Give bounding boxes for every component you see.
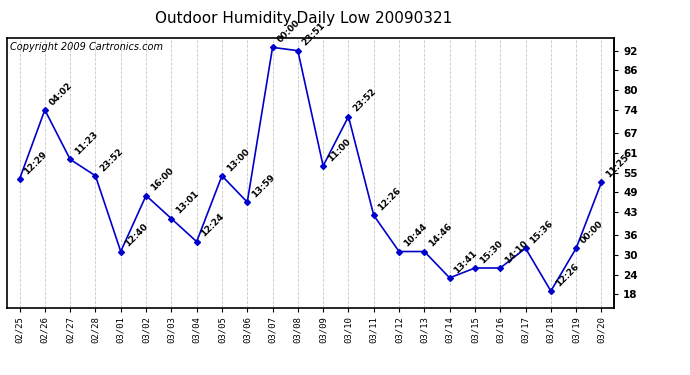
- Text: 00:00: 00:00: [579, 219, 605, 246]
- Text: 14:10: 14:10: [503, 238, 530, 265]
- Text: 10:44: 10:44: [402, 222, 428, 249]
- Text: 23:51: 23:51: [301, 21, 327, 48]
- Text: 13:41: 13:41: [453, 248, 479, 275]
- Text: 04:02: 04:02: [48, 81, 74, 107]
- Text: 12:29: 12:29: [22, 150, 49, 176]
- Text: 11:00: 11:00: [326, 137, 353, 163]
- Text: 15:30: 15:30: [477, 239, 504, 265]
- Text: 11:23: 11:23: [73, 130, 99, 156]
- Text: 00:00: 00:00: [275, 18, 302, 45]
- Text: 12:40: 12:40: [124, 222, 150, 249]
- Text: 13:01: 13:01: [174, 189, 201, 216]
- Text: 14:46: 14:46: [427, 222, 454, 249]
- Text: 12:26: 12:26: [377, 186, 403, 213]
- Text: 23:52: 23:52: [98, 146, 125, 173]
- Text: 16:00: 16:00: [149, 166, 175, 193]
- Text: Outdoor Humidity Daily Low 20090321: Outdoor Humidity Daily Low 20090321: [155, 11, 452, 26]
- Text: 13:59: 13:59: [250, 172, 277, 200]
- Text: 12:26: 12:26: [553, 262, 580, 288]
- Text: Copyright 2009 Cartronics.com: Copyright 2009 Cartronics.com: [10, 42, 163, 51]
- Text: 11:25: 11:25: [604, 153, 631, 180]
- Text: 23:52: 23:52: [351, 87, 378, 114]
- Text: 15:36: 15:36: [529, 219, 555, 246]
- Text: 13:00: 13:00: [225, 147, 251, 173]
- Text: 12:24: 12:24: [199, 212, 226, 239]
